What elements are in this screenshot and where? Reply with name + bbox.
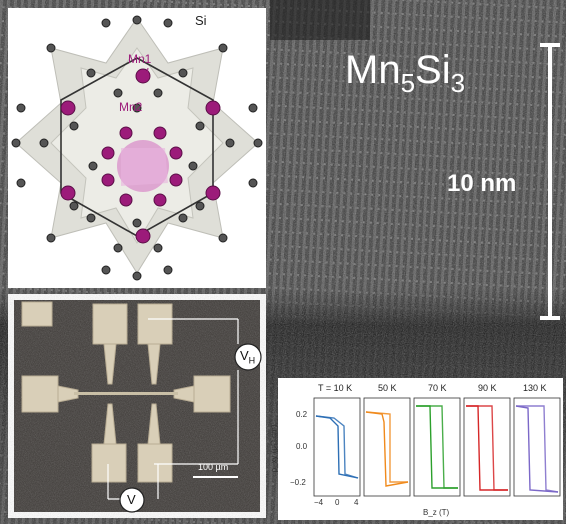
loop-50k [365, 411, 409, 487]
crystal-structure-panel: Si Mn1 Mn2 [8, 8, 266, 288]
loop-10k [315, 415, 359, 479]
y-axis-label: ρ_xy (µΩ cm) [269, 424, 279, 473]
x-tick-right: 4 [354, 498, 359, 507]
subplot-90k [463, 397, 511, 497]
device-scale-label: 100 µm [198, 462, 229, 472]
subplot-130k [513, 397, 561, 497]
temp-label-90k: 90 K [478, 383, 497, 393]
y-tick-bottom: −0.2 [290, 478, 306, 487]
y-tick-mid: 0.0 [296, 442, 308, 451]
x-axis-label: B_z (T) [423, 508, 450, 517]
hall-loops-plot [313, 397, 561, 497]
subplot-10k [313, 397, 361, 497]
temp-label-130k: 130 K [523, 383, 547, 393]
x-tick-center: 0 [335, 498, 340, 507]
hall-resistivity-panel: T = 10 K 50 K 70 K 90 K 130 K 0.2 0.0 −0… [270, 378, 563, 520]
temp-label-10k: T = 10 K [318, 383, 353, 393]
temp-label-50k: 50 K [378, 383, 397, 393]
subplot-70k [413, 397, 461, 497]
mn1-label: Mn1 [128, 52, 152, 66]
x-tick-left: −4 [314, 498, 324, 507]
vh-voltmeter-symbol [234, 343, 262, 371]
device-micrograph [14, 300, 262, 513]
scale-bar [540, 43, 560, 320]
device-panel: VH V 100 µm [8, 294, 266, 518]
vh-label: VH [240, 348, 256, 366]
loop-130k [515, 405, 559, 493]
y-tick-top: 0.2 [296, 410, 308, 419]
formula-label: Mn5Si3 [345, 48, 466, 98]
loop-70k [416, 405, 458, 489]
temp-label-70k: 70 K [428, 383, 447, 393]
loop-90k [466, 405, 508, 491]
mn2-label: Mn2 [119, 100, 143, 114]
scale-bar-label: 10 nm [447, 170, 517, 197]
v-voltmeter-symbol [119, 487, 145, 513]
si-label: Si [195, 13, 207, 28]
crystal-structure-diagram [11, 15, 263, 281]
v-label: V [127, 492, 136, 507]
subplot-50k [363, 397, 411, 497]
